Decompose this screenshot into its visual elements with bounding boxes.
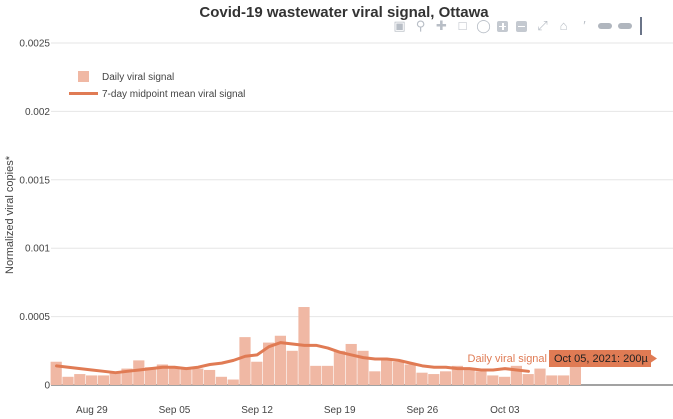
x-tick-label: Sep 19 (324, 405, 356, 416)
daily-bar[interactable] (381, 360, 393, 385)
lasso-icon[interactable]: ◯ (476, 18, 491, 33)
x-tick-label: Oct 03 (490, 405, 520, 416)
daily-bar[interactable] (204, 369, 216, 385)
spike-lines-icon[interactable]: ′ (583, 18, 586, 33)
daily-bar[interactable] (97, 375, 109, 385)
daily-bar[interactable] (451, 365, 463, 385)
daily-bar[interactable] (121, 368, 133, 385)
daily-bar[interactable] (50, 361, 62, 385)
pan-icon[interactable]: ✚ (436, 18, 447, 33)
x-tick-label: Aug 29 (76, 405, 108, 416)
daily-bar[interactable] (109, 372, 121, 385)
daily-bar[interactable] (499, 376, 511, 385)
hover-closest-icon[interactable] (598, 23, 612, 29)
x-tick-label: Sep 05 (159, 405, 191, 416)
daily-bar[interactable] (404, 364, 416, 385)
daily-bar[interactable] (510, 365, 522, 385)
box-select-icon[interactable]: □ (458, 18, 467, 33)
y-tick-label: 0.0025 (19, 39, 50, 50)
hover-value-text: Oct 05, 2021: 200µ (554, 353, 648, 365)
daily-bar[interactable] (215, 376, 227, 385)
y-tick-label: 0.002 (25, 107, 50, 118)
daily-bar[interactable] (310, 365, 322, 385)
daily-bar[interactable] (239, 337, 251, 385)
daily-bar[interactable] (251, 361, 263, 385)
daily-bar[interactable] (357, 350, 369, 385)
daily-bar[interactable] (534, 368, 546, 385)
legend-label-daily[interactable]: Daily viral signal (102, 72, 174, 83)
hover-box (549, 350, 657, 367)
daily-bar[interactable] (558, 375, 570, 385)
grid-lines (51, 42, 673, 386)
legend-symbol-daily[interactable] (78, 71, 89, 82)
daily-bar[interactable] (192, 368, 204, 385)
autoscale-icon[interactable]: ⤢ (537, 18, 548, 33)
reset-axes-icon[interactable]: ⌂ (559, 18, 568, 33)
zoom-icon[interactable]: ⚲ (415, 18, 426, 33)
daily-bar[interactable] (145, 367, 157, 385)
daily-bar[interactable] (133, 360, 145, 385)
daily-bar[interactable] (180, 367, 192, 385)
daily-bar[interactable] (522, 374, 534, 385)
x-tick-label: Sep 12 (241, 405, 273, 416)
daily-bar[interactable] (263, 342, 275, 385)
chart-title: Covid-19 wastewater viral signal, Ottawa (199, 4, 489, 21)
mean-line (55, 341, 530, 375)
modebar-divider (640, 17, 642, 35)
daily-bar[interactable] (333, 350, 345, 385)
daily-bar[interactable] (440, 371, 452, 385)
zoom-in-icon[interactable] (497, 20, 508, 32)
daily-bar[interactable] (369, 371, 381, 385)
daily-bar[interactable] (156, 364, 168, 385)
daily-bar[interactable] (74, 374, 86, 385)
camera-icon[interactable]: ▣ (393, 18, 406, 33)
daily-bar[interactable] (62, 376, 74, 385)
x-ticks: Aug 29 Sep 05 Sep 12 Sep 19 Sep 26 Oct 03 (76, 405, 520, 416)
y-ticks: 0 0.0005 0.001 0.0015 0.002 0.0025 (19, 39, 50, 392)
legend[interactable]: Daily viral signal 7-day midpoint mean v… (69, 71, 245, 100)
daily-bar[interactable] (416, 372, 428, 385)
daily-bar[interactable] (286, 350, 298, 385)
y-tick-label: 0.001 (25, 244, 50, 255)
y-tick-label: 0 (44, 381, 50, 392)
hover-tooltip: Daily viral signal Oct 05, 2021: 200µ (468, 350, 657, 367)
daily-bar[interactable] (569, 357, 581, 385)
daily-bar[interactable] (227, 379, 239, 385)
x-tick-label: Sep 26 (406, 405, 438, 416)
hover-compare-icon[interactable] (618, 23, 632, 29)
hover-series-label: Daily viral signal (468, 353, 547, 365)
daily-bar[interactable] (322, 365, 334, 385)
daily-bar[interactable] (546, 375, 558, 385)
daily-bar[interactable] (428, 374, 440, 385)
daily-bar[interactable] (345, 343, 357, 385)
y-axis-title: Normalized viral copies* (4, 155, 16, 274)
daily-bar[interactable] (86, 375, 98, 385)
legend-label-mean[interactable]: 7-day midpoint mean viral signal (102, 89, 245, 100)
daily-bar[interactable] (392, 361, 404, 385)
daily-bar[interactable] (274, 335, 286, 385)
daily-bar[interactable] (168, 367, 180, 385)
y-tick-label: 0.0005 (19, 312, 50, 323)
daily-bar[interactable] (475, 371, 487, 385)
modebar: ▣ ⚲ ✚ □ ◯ ⤢ ⌂ ′ (392, 16, 642, 36)
y-tick-label: 0.0015 (19, 175, 50, 186)
zoom-out-icon[interactable] (516, 20, 527, 32)
daily-bar[interactable] (487, 375, 499, 385)
daily-bar[interactable] (463, 368, 475, 385)
